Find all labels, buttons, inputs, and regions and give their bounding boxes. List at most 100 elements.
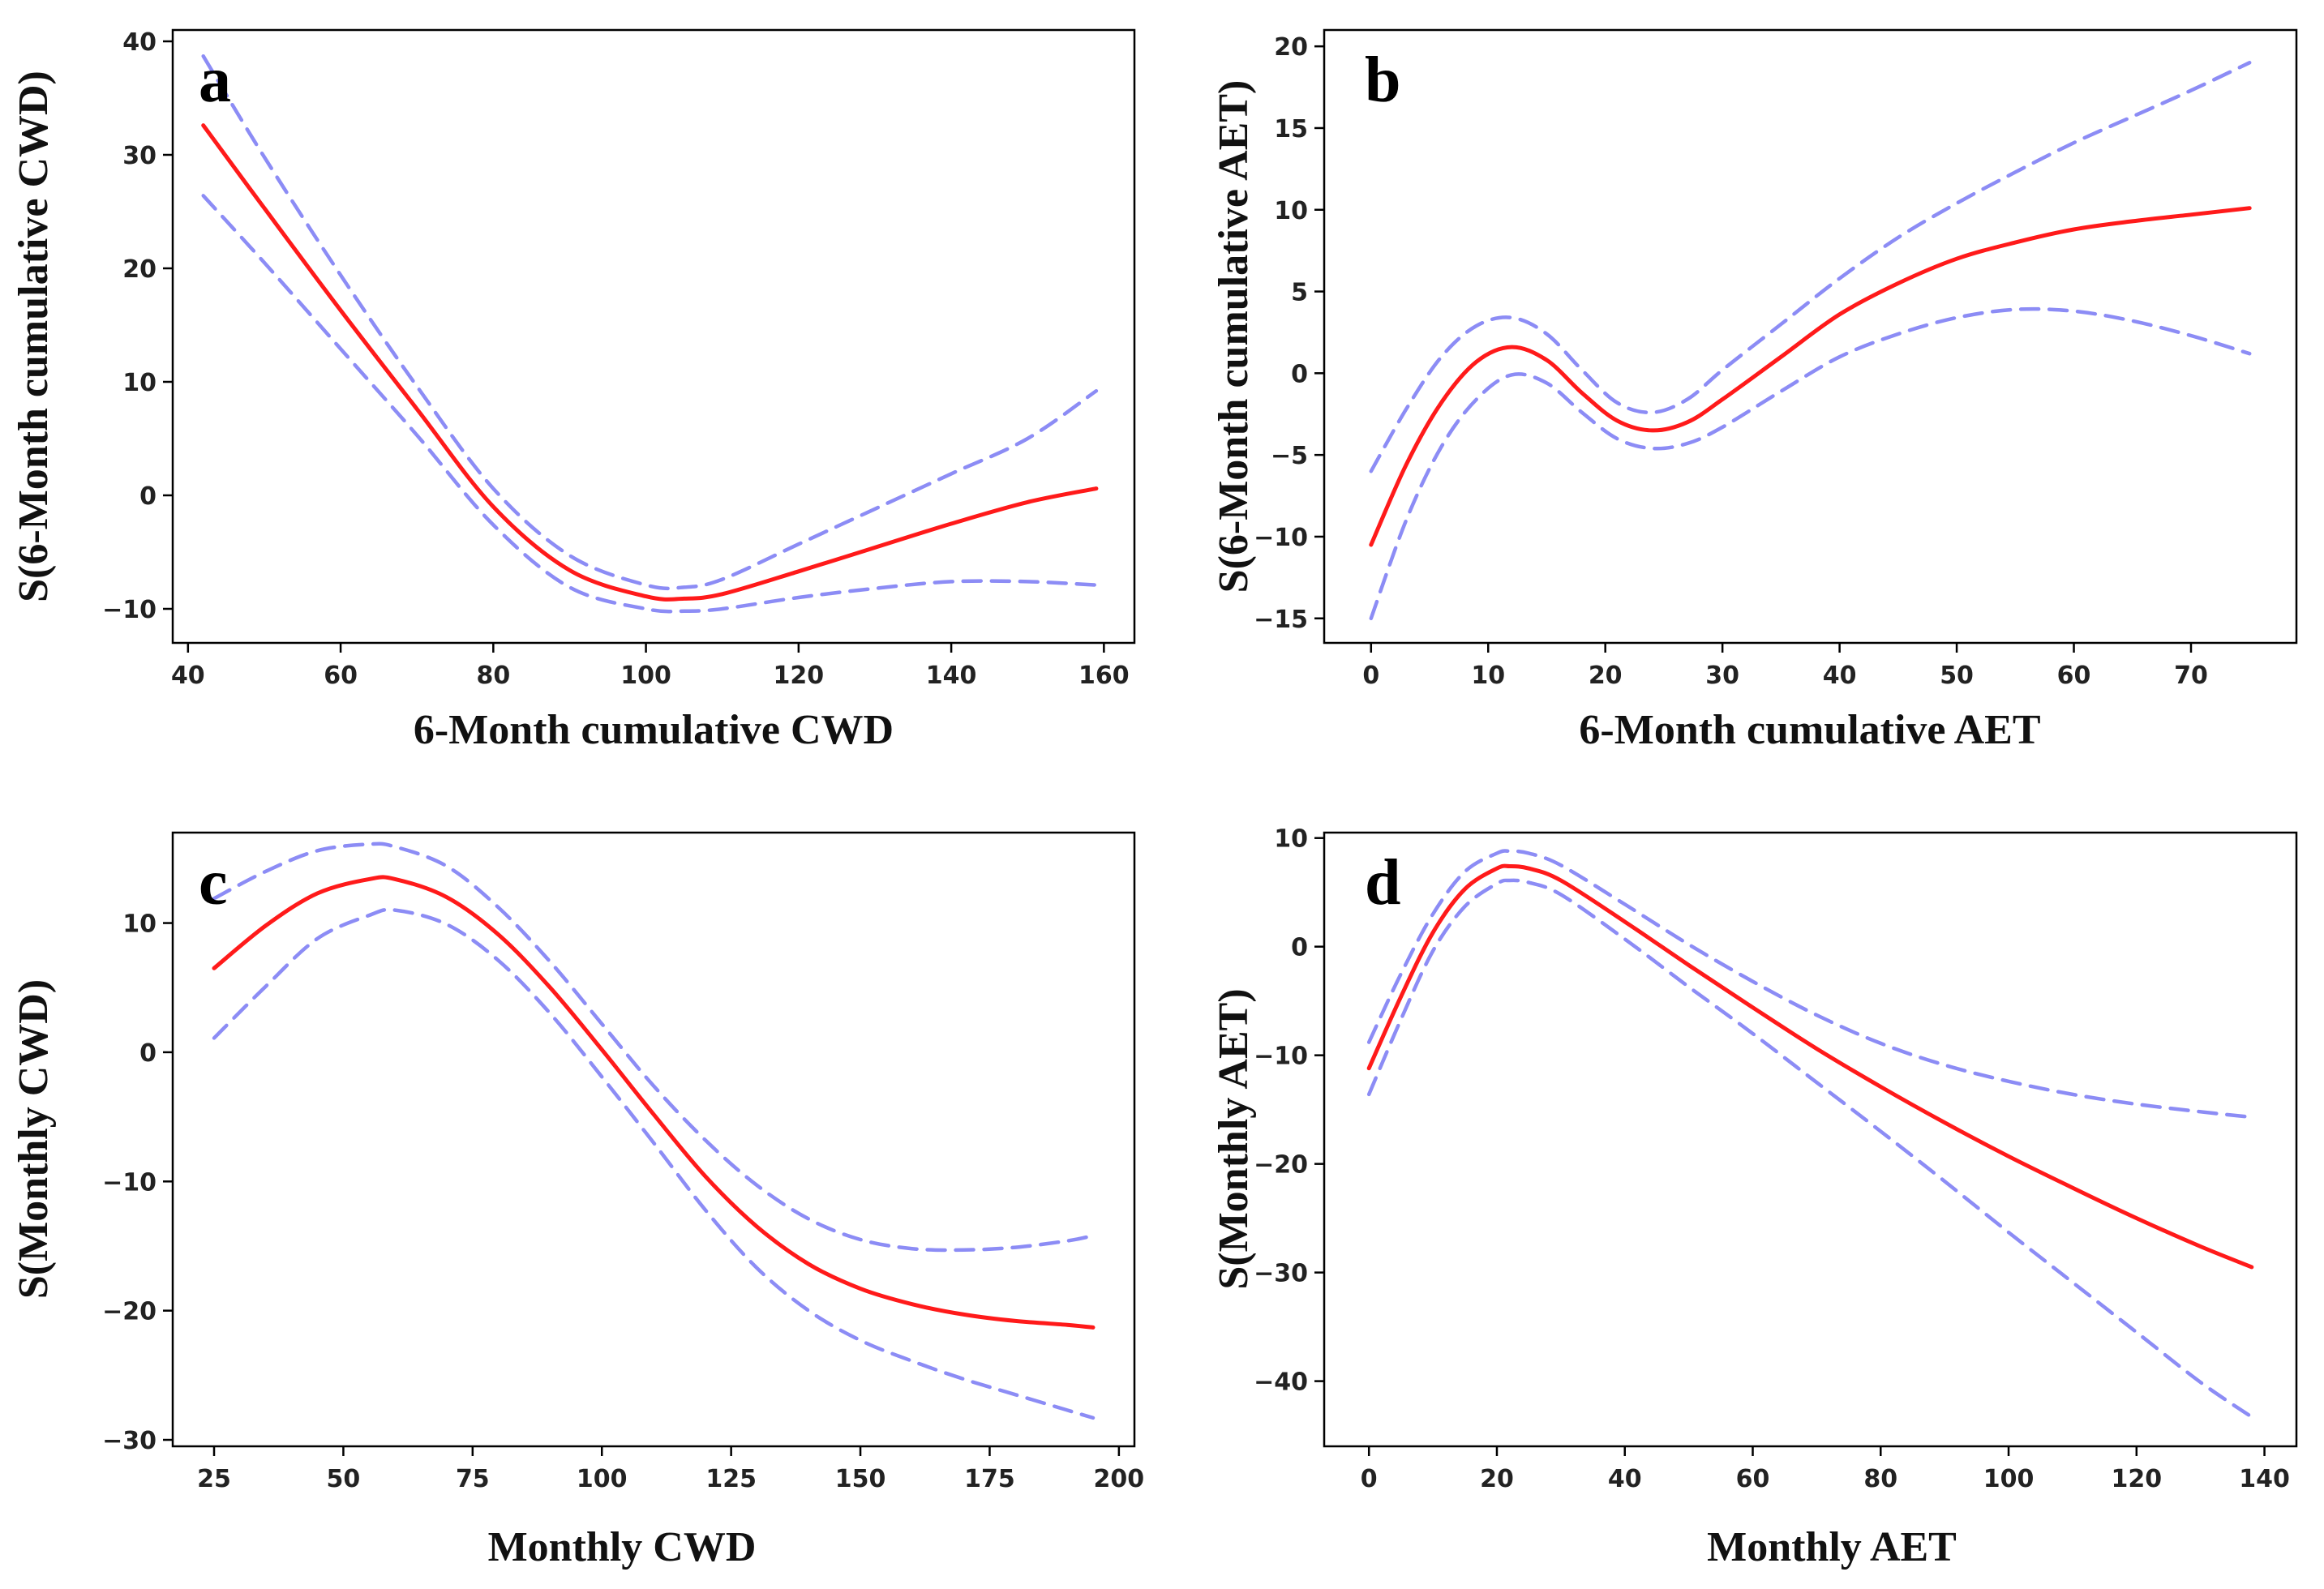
panel-a-plot-frame xyxy=(171,28,1136,645)
x-tick-label: 100 xyxy=(1983,1465,2035,1493)
x-tick-label: 60 xyxy=(1736,1465,1770,1493)
panel-d-plot-frame xyxy=(1323,831,2298,1448)
panel-b-chart: 0 10 20 30 40 50 60 70 −15 −10 −5 0 5 10 15 20 b 6-Mon… xyxy=(1211,28,2298,753)
series-fit-line xyxy=(1369,206,2252,547)
x-tick-label: 25 xyxy=(197,1465,231,1493)
y-tick-label: 10 xyxy=(122,910,157,939)
panel-d-series xyxy=(1366,849,2254,1420)
panel-b-series xyxy=(1369,61,2252,621)
series-lower-line xyxy=(1369,306,2252,621)
series-upper-line xyxy=(1369,61,2252,473)
x-tick-label: 20 xyxy=(1589,662,1623,690)
y-tick-label: 15 xyxy=(1274,115,1308,143)
y-tick-label: 10 xyxy=(1274,197,1308,225)
panel-c-y-ticks: −30 −20 −10 0 10 xyxy=(102,910,173,1455)
y-tick-label: −10 xyxy=(102,1168,157,1197)
x-tick-label: 120 xyxy=(774,662,825,690)
panel-b-plot-frame xyxy=(1323,28,2298,645)
x-tick-label: 120 xyxy=(2111,1465,2162,1493)
y-tick-label: 10 xyxy=(1274,825,1308,854)
x-tick-label: 60 xyxy=(2057,662,2091,690)
x-tick-label: 75 xyxy=(456,1465,490,1493)
y-tick-label: 0 xyxy=(1291,934,1308,962)
x-tick-label: 160 xyxy=(1078,662,1130,690)
y-tick-label: −30 xyxy=(102,1427,157,1455)
y-tick-label: −20 xyxy=(1254,1151,1308,1180)
panel-a-y-ticks: −10 0 10 20 30 40 xyxy=(102,28,173,624)
x-tick-label: 0 xyxy=(1362,662,1379,690)
panel-a-x-ticks: 40 60 80 100 120 140 160 xyxy=(171,643,1130,690)
x-tick-label: 50 xyxy=(327,1465,361,1493)
panel-c-letter: c xyxy=(199,847,228,919)
panel-b-y-axis-label: S(6-Month cumulative AET) xyxy=(1211,80,1257,593)
y-tick-label: 20 xyxy=(1274,33,1308,62)
series-fit-line xyxy=(1366,863,2254,1270)
y-tick-label: −10 xyxy=(1254,1043,1308,1071)
y-tick-label: −40 xyxy=(1254,1368,1308,1397)
y-tick-label: 20 xyxy=(122,255,157,284)
panel-b-y-ticks: −15 −10 −5 0 5 10 15 20 xyxy=(1254,33,1324,634)
y-tick-label: 30 xyxy=(122,142,157,170)
x-tick-label: 100 xyxy=(620,662,671,690)
panel-c-y-axis-label: S(Monthly CWD) xyxy=(11,979,57,1299)
panel-c-plot-frame xyxy=(171,831,1136,1448)
x-tick-label: 70 xyxy=(2174,662,2208,690)
x-tick-label: 80 xyxy=(476,662,510,690)
y-tick-label: 5 xyxy=(1291,279,1308,307)
panel-a-x-axis-label: 6-Month cumulative CWD xyxy=(414,707,894,753)
x-tick-label: 40 xyxy=(171,662,205,690)
x-tick-label: 175 xyxy=(964,1465,1015,1493)
x-tick-label: 40 xyxy=(1823,662,1857,690)
x-tick-label: 140 xyxy=(2239,1465,2290,1493)
x-tick-label: 0 xyxy=(1361,1465,1378,1493)
panel-b-letter: b xyxy=(1365,45,1401,116)
panel-c-series xyxy=(212,842,1096,1420)
x-tick-label: 100 xyxy=(577,1465,628,1493)
x-tick-label: 40 xyxy=(1608,1465,1642,1493)
panel-d-x-axis-label: Monthly AET xyxy=(1707,1524,1957,1570)
x-tick-label: 20 xyxy=(1480,1465,1514,1493)
x-tick-label: 30 xyxy=(1705,662,1739,690)
x-tick-label: 50 xyxy=(1940,662,1974,690)
y-tick-label: 10 xyxy=(122,369,157,397)
panel-a-chart: 40 60 80 100 120 140 160 −10 0 10 20 30 40 a 6-Mont… xyxy=(11,28,1136,753)
x-tick-label: 200 xyxy=(1094,1465,1145,1493)
y-tick-label: 40 xyxy=(122,28,157,57)
panel-b-x-ticks: 0 10 20 30 40 50 60 70 xyxy=(1362,643,2208,690)
panel-d-x-ticks: 0 20 40 60 80 100 120 140 xyxy=(1361,1446,2290,1493)
x-tick-label: 150 xyxy=(835,1465,886,1493)
y-tick-label: 0 xyxy=(1291,360,1308,388)
series-fit-line xyxy=(201,123,1099,602)
panel-a-series xyxy=(201,54,1099,614)
x-tick-label: 140 xyxy=(926,662,977,690)
y-tick-label: −5 xyxy=(1271,442,1308,470)
series-lower-line xyxy=(1366,878,2254,1420)
panel-a-y-axis-label: S(6-Month cumulative CWD) xyxy=(11,71,57,602)
x-tick-label: 60 xyxy=(324,662,358,690)
y-tick-label: −10 xyxy=(102,596,157,624)
panel-c-chart: 25 50 75 100 125 150 175 200 −30 −20 −10 0 10 c Mon… xyxy=(11,831,1144,1570)
series-upper-line xyxy=(1366,849,2254,1120)
series-upper-line xyxy=(201,54,1099,591)
panel-d-letter: d xyxy=(1365,847,1401,919)
y-tick-label: −15 xyxy=(1254,606,1308,634)
y-tick-label: −20 xyxy=(102,1298,157,1326)
x-tick-label: 125 xyxy=(705,1465,757,1493)
panel-c-x-axis-label: Monthly CWD xyxy=(488,1524,757,1570)
series-upper-line xyxy=(212,842,1096,1253)
series-fit-line xyxy=(212,875,1096,1330)
y-tick-label: 0 xyxy=(139,482,157,511)
x-tick-label: 80 xyxy=(1863,1465,1897,1493)
panel-d-y-axis-label: S(Monthly AET) xyxy=(1211,988,1257,1289)
y-tick-label: −10 xyxy=(1254,524,1308,552)
panel-d-chart: 0 20 40 60 80 100 120 140 −40 −30 −20 −10 0 10 d Mon… xyxy=(1211,825,2298,1570)
panel-d-y-ticks: −40 −30 −20 −10 0 10 xyxy=(1254,825,1324,1397)
y-tick-label: 0 xyxy=(139,1039,157,1068)
x-tick-label: 10 xyxy=(1471,662,1505,690)
panel-c-x-ticks: 25 50 75 100 125 150 175 200 xyxy=(197,1446,1144,1493)
series-lower-line xyxy=(201,194,1099,614)
y-tick-label: −30 xyxy=(1254,1260,1308,1288)
panel-a-letter: a xyxy=(199,45,231,116)
panel-b-x-axis-label: 6-Month cumulative AET xyxy=(1579,707,2040,753)
